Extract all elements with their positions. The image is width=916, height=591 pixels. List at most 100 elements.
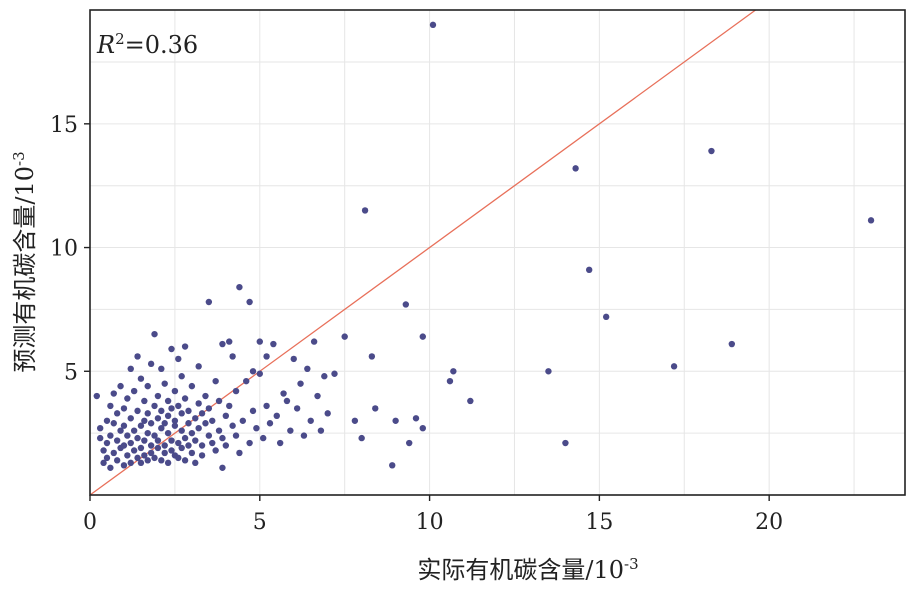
data-point bbox=[270, 340, 277, 348]
data-point bbox=[127, 439, 134, 447]
data-point bbox=[229, 422, 236, 429]
data-point bbox=[164, 459, 172, 467]
data-point bbox=[219, 464, 226, 471]
data-point bbox=[331, 370, 338, 377]
data-point bbox=[168, 405, 175, 412]
data-point bbox=[259, 434, 267, 442]
data-point bbox=[263, 353, 270, 360]
data-point bbox=[117, 382, 124, 390]
data-point bbox=[209, 417, 216, 424]
data-point bbox=[181, 434, 189, 442]
y-tick-label: 5 bbox=[64, 360, 78, 385]
data-point bbox=[219, 434, 226, 442]
data-point bbox=[110, 420, 117, 427]
data-point bbox=[192, 459, 199, 467]
data-point bbox=[124, 452, 131, 459]
data-point bbox=[103, 439, 111, 447]
data-point bbox=[171, 422, 179, 429]
data-point bbox=[321, 373, 328, 380]
data-point bbox=[168, 345, 175, 353]
data-point bbox=[117, 427, 124, 434]
data-point bbox=[198, 452, 206, 459]
data-point bbox=[107, 464, 114, 471]
data-point bbox=[103, 454, 111, 462]
data-point bbox=[708, 147, 715, 155]
data-point bbox=[161, 420, 168, 427]
data-point bbox=[141, 437, 148, 444]
data-point bbox=[107, 402, 114, 410]
data-point bbox=[161, 449, 168, 457]
data-point bbox=[212, 377, 219, 385]
data-point bbox=[103, 417, 111, 424]
data-point bbox=[178, 410, 185, 417]
data-point bbox=[205, 298, 213, 306]
data-point bbox=[134, 454, 141, 462]
data-point bbox=[178, 373, 185, 380]
x-tick-label: 15 bbox=[585, 510, 613, 535]
data-point bbox=[202, 392, 209, 400]
data-point bbox=[232, 432, 240, 439]
r-squared-annotation: R2=0.36 bbox=[96, 30, 198, 59]
data-point bbox=[120, 422, 128, 429]
data-point bbox=[178, 427, 185, 434]
data-point bbox=[147, 420, 155, 427]
data-point bbox=[181, 395, 189, 402]
data-point bbox=[256, 338, 263, 345]
data-point bbox=[545, 368, 552, 375]
data-point bbox=[446, 377, 454, 385]
data-point bbox=[198, 442, 206, 449]
data-point bbox=[137, 422, 145, 429]
y-axis-ticks: 5 10 15 bbox=[50, 113, 90, 385]
y-tick-label: 10 bbox=[50, 237, 78, 262]
data-point bbox=[300, 432, 308, 439]
data-point bbox=[351, 417, 359, 424]
data-point bbox=[154, 444, 162, 452]
data-point bbox=[127, 459, 134, 467]
data-point bbox=[147, 449, 155, 457]
data-point bbox=[728, 340, 736, 348]
data-point bbox=[164, 429, 172, 437]
data-point bbox=[137, 444, 145, 452]
data-point bbox=[209, 439, 216, 447]
data-point bbox=[141, 417, 148, 424]
data-point bbox=[361, 207, 369, 214]
data-point bbox=[161, 442, 168, 449]
data-point bbox=[96, 424, 104, 432]
data-point bbox=[151, 402, 158, 410]
data-point bbox=[154, 392, 162, 400]
data-point bbox=[127, 365, 134, 373]
data-point bbox=[100, 459, 107, 467]
x-axis-title: 实际有机碳含量/10-3 bbox=[417, 555, 638, 584]
data-point bbox=[192, 415, 199, 422]
data-point bbox=[158, 424, 165, 432]
data-point bbox=[450, 368, 457, 375]
data-point bbox=[341, 333, 348, 340]
data-point bbox=[175, 439, 182, 447]
data-point bbox=[144, 429, 151, 437]
data-point bbox=[402, 301, 410, 308]
data-point bbox=[147, 442, 155, 449]
x-tick-label: 20 bbox=[755, 510, 783, 535]
x-tick-label: 0 bbox=[83, 510, 97, 535]
data-point bbox=[96, 434, 104, 442]
data-point bbox=[368, 353, 376, 360]
data-point bbox=[158, 407, 165, 415]
data-point bbox=[154, 437, 162, 444]
data-point bbox=[134, 407, 141, 415]
data-point bbox=[222, 442, 230, 449]
data-point bbox=[107, 432, 114, 439]
data-point bbox=[287, 427, 294, 434]
data-point bbox=[195, 400, 202, 407]
data-point bbox=[130, 447, 138, 454]
data-point bbox=[130, 387, 138, 395]
data-point bbox=[141, 397, 148, 405]
data-point bbox=[164, 412, 172, 420]
y-axis-title-text: 预测有机碳含量/10 bbox=[11, 166, 39, 373]
data-point bbox=[253, 424, 260, 432]
data-point bbox=[202, 420, 209, 427]
data-point bbox=[372, 405, 379, 412]
data-point bbox=[290, 355, 297, 363]
data-point bbox=[243, 377, 250, 385]
data-point bbox=[192, 437, 199, 444]
data-point bbox=[113, 410, 121, 417]
